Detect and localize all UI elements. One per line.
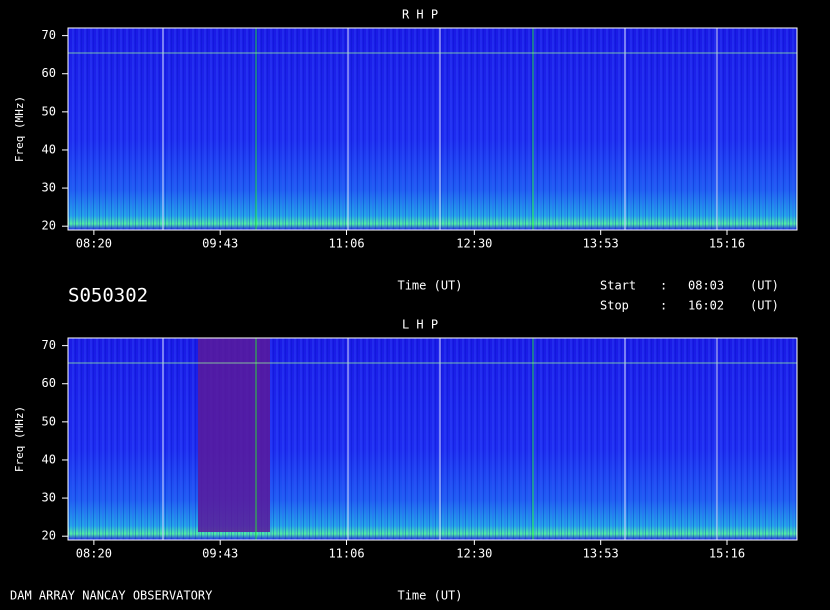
x-tick-label: 09:43	[202, 237, 238, 251]
spectrogram-texture	[68, 28, 797, 230]
spectrogram-texture	[68, 338, 797, 540]
panel-title: L H P	[402, 318, 438, 332]
x-axis-label: Time (UT)	[397, 589, 462, 603]
y-tick-label: 60	[42, 376, 56, 390]
x-tick-label: 09:43	[202, 547, 238, 561]
y-axis-label: Freq (MHz)	[13, 96, 26, 162]
stop-label: Stop	[600, 299, 629, 313]
x-tick-label: 08:20	[76, 237, 112, 251]
station-id: S050302	[68, 285, 148, 307]
frame	[67, 27, 798, 231]
y-tick-label: 50	[42, 414, 56, 428]
x-tick-label: 13:53	[583, 237, 619, 251]
y-tick-label: 20	[42, 219, 56, 233]
stop-unit: (UT)	[750, 299, 779, 313]
x-tick-label: 15:16	[709, 547, 745, 561]
y-tick-label: 40	[42, 142, 56, 156]
start-unit: (UT)	[750, 279, 779, 293]
start-label: Start	[600, 279, 636, 293]
start-time: 08:03	[688, 279, 724, 293]
x-tick-label: 12:30	[456, 547, 492, 561]
stop-sep: :	[660, 299, 667, 313]
y-tick-label: 30	[42, 491, 56, 505]
x-tick-label: 15:16	[709, 237, 745, 251]
y-tick-label: 20	[42, 529, 56, 543]
x-tick-label: 12:30	[456, 237, 492, 251]
blanked-region	[198, 338, 270, 532]
y-tick-label: 70	[42, 28, 56, 42]
x-tick-label: 11:06	[328, 547, 364, 561]
stop-time: 16:02	[688, 299, 724, 313]
y-tick-label: 70	[42, 338, 56, 352]
y-tick-label: 30	[42, 181, 56, 195]
start-sep: :	[660, 279, 667, 293]
frame	[67, 337, 798, 541]
x-tick-label: 08:20	[76, 547, 112, 561]
panel-title: R H P	[402, 8, 438, 22]
x-axis-label: Time (UT)	[397, 279, 462, 293]
x-tick-label: 11:06	[328, 237, 364, 251]
x-tick-label: 13:53	[583, 547, 619, 561]
y-axis-label: Freq (MHz)	[13, 406, 26, 472]
y-tick-label: 50	[42, 104, 56, 118]
y-tick-label: 40	[42, 452, 56, 466]
y-tick-label: 60	[42, 66, 56, 80]
footer: DAM ARRAY NANCAY OBSERVATORY	[10, 589, 213, 603]
